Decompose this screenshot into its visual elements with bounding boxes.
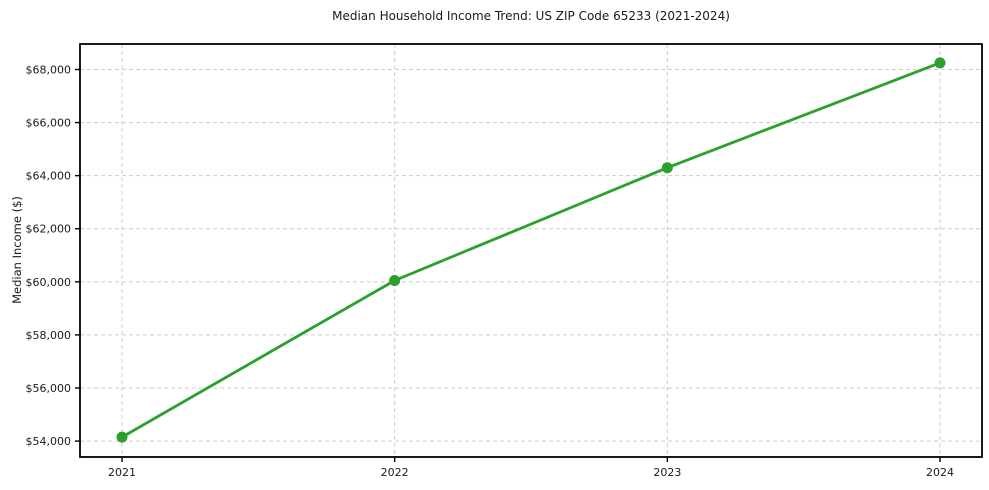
data-point-2024 — [934, 57, 946, 69]
y-tick-label: $68,000 — [26, 63, 72, 76]
data-point-2021 — [116, 431, 128, 443]
plot-border — [79, 43, 983, 458]
data-point-2023 — [661, 162, 673, 174]
x-tick-label: 2023 — [653, 466, 681, 479]
trend-line — [120, 61, 942, 439]
y-tick-label: $64,000 — [26, 170, 72, 183]
y-tick-label: $56,000 — [26, 382, 72, 395]
y-tick-label: $54,000 — [26, 435, 72, 448]
y-tick-label: $62,000 — [26, 223, 72, 236]
y-tick-label: $60,000 — [26, 276, 72, 289]
y-tick-label: $66,000 — [26, 117, 72, 130]
x-tick-label: 2022 — [381, 466, 409, 479]
data-point-2022 — [389, 274, 401, 286]
x-tick-label: 2021 — [108, 466, 136, 479]
chart-title: Median Household Income Trend: US ZIP Co… — [332, 9, 730, 23]
x-tick-label: 2024 — [926, 466, 954, 479]
y-tick-label: $58,000 — [26, 329, 72, 342]
